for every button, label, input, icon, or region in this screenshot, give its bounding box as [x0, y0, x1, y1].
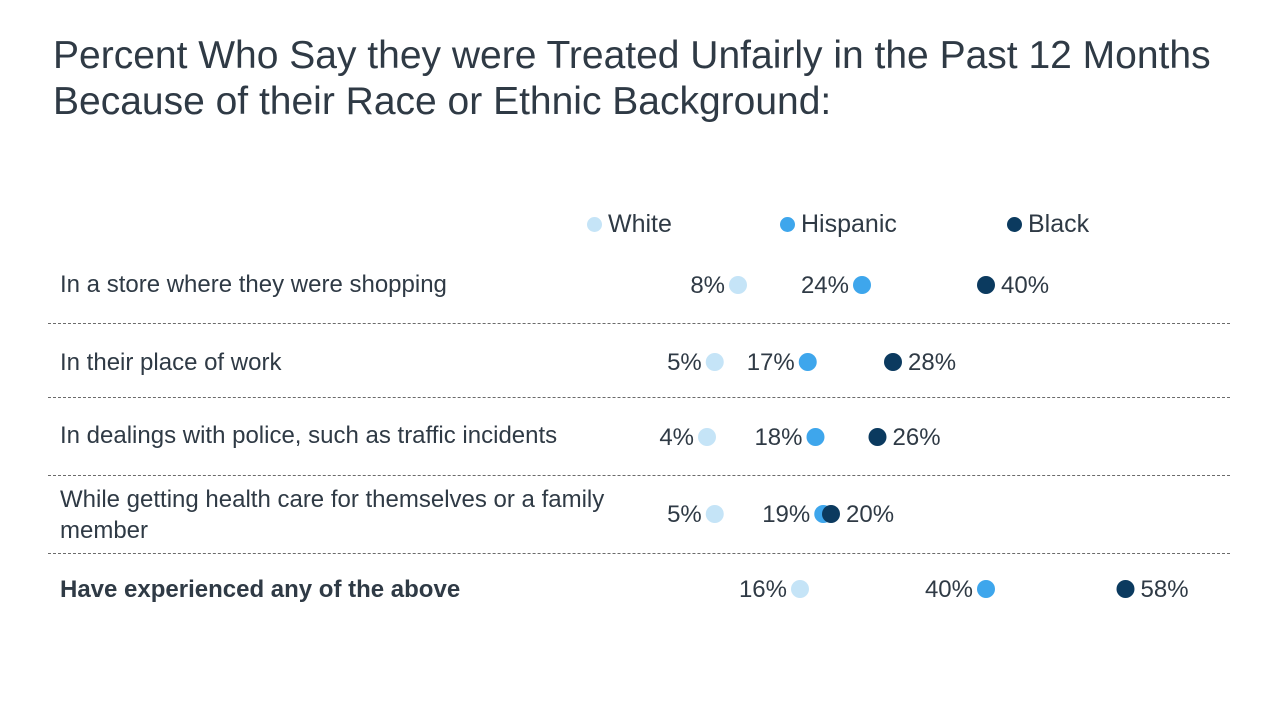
row-label-any: Have experienced any of the above — [60, 576, 461, 603]
value-label-black-row-1: 40% — [1001, 272, 1049, 299]
row-label-health-care: While getting health care for themselves… — [60, 486, 605, 544]
value-label-black-row-2: 28% — [908, 349, 956, 376]
row-divider — [48, 397, 1230, 398]
legend-dot-hispanic — [780, 216, 795, 232]
value-label-black-row-5: 58% — [1141, 576, 1189, 603]
value-label-hispanic-row-4: 19% — [762, 501, 810, 528]
dot-black-row-1 — [977, 276, 995, 294]
legend-label-black: Black — [1028, 209, 1090, 238]
value-label-hispanic-row-3: 18% — [754, 424, 802, 451]
dot-hispanic-row-5 — [977, 580, 995, 598]
legend-dot-black — [1007, 216, 1022, 232]
dot-white-row-4 — [705, 505, 724, 523]
value-label-white-row-4: 5% — [667, 501, 702, 528]
row-divider — [48, 553, 1230, 554]
chart-title: Percent Who Say they were Treated Unfair… — [53, 34, 1211, 123]
value-label-hispanic-row-5: 40% — [925, 576, 973, 603]
legend-item-white: White — [587, 210, 672, 238]
row-label-police: In dealings with police, such as traffic… — [60, 422, 558, 449]
legend-label-white: White — [608, 209, 672, 238]
dot-black-row-5 — [1116, 580, 1135, 598]
row-divider — [48, 475, 1230, 476]
value-label-white-row-1: 8% — [690, 272, 725, 299]
dot-black-row-2 — [884, 353, 902, 371]
dot-hispanic-row-3 — [806, 428, 825, 446]
value-label-black-row-4: 20% — [846, 501, 894, 528]
dot-black-row-3 — [868, 428, 887, 446]
dot-white-row-2 — [705, 353, 724, 371]
dot-black-row-4 — [822, 505, 840, 523]
dot-white-row-1 — [729, 276, 747, 294]
dot-white-row-5 — [791, 580, 809, 598]
dot-white-row-3 — [698, 428, 716, 446]
legend-dot-white — [587, 216, 602, 232]
value-label-hispanic-row-1: 24% — [801, 272, 849, 299]
row-divider — [48, 323, 1230, 324]
row-label-work: In their place of work — [60, 349, 282, 376]
value-label-hispanic-row-2: 17% — [747, 349, 795, 376]
dot-hispanic-row-1 — [853, 276, 871, 294]
value-label-white-row-5: 16% — [739, 576, 787, 603]
dot-hispanic-row-2 — [798, 353, 817, 371]
legend-label-hispanic: Hispanic — [801, 209, 897, 238]
value-label-black-row-3: 26% — [893, 424, 941, 451]
legend-item-hispanic: Hispanic — [780, 210, 897, 238]
legend-item-black: Black — [1007, 210, 1089, 238]
row-label-store: In a store where they were shopping — [60, 271, 447, 298]
value-label-white-row-2: 5% — [667, 349, 702, 376]
value-label-white-row-3: 4% — [659, 424, 694, 451]
